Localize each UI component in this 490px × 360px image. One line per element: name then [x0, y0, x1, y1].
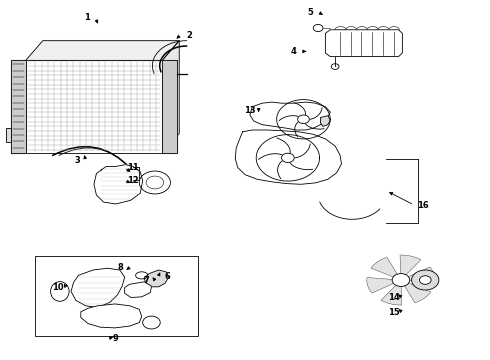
- Text: 8: 8: [118, 263, 123, 272]
- Text: 2: 2: [186, 31, 192, 40]
- Text: 6: 6: [164, 272, 170, 281]
- Polygon shape: [381, 285, 402, 305]
- Text: 1: 1: [84, 13, 90, 22]
- Text: 11: 11: [127, 163, 139, 172]
- Text: 7: 7: [144, 276, 149, 285]
- Polygon shape: [162, 41, 179, 153]
- Circle shape: [419, 276, 431, 284]
- Text: 10: 10: [51, 283, 63, 292]
- Polygon shape: [162, 60, 177, 153]
- Text: 13: 13: [244, 106, 256, 115]
- Circle shape: [412, 270, 439, 290]
- Polygon shape: [26, 60, 162, 153]
- Text: 4: 4: [291, 47, 296, 56]
- Text: 16: 16: [417, 201, 429, 210]
- Polygon shape: [250, 102, 330, 130]
- Text: 3: 3: [74, 156, 80, 165]
- Bar: [34, 256, 198, 336]
- Polygon shape: [371, 257, 397, 277]
- Polygon shape: [405, 283, 431, 303]
- Polygon shape: [94, 165, 143, 204]
- Text: 9: 9: [113, 334, 119, 343]
- Polygon shape: [124, 282, 151, 297]
- Polygon shape: [71, 268, 124, 307]
- Polygon shape: [367, 278, 393, 293]
- Polygon shape: [144, 270, 169, 287]
- Text: 14: 14: [388, 293, 399, 302]
- Text: 15: 15: [388, 308, 399, 317]
- Polygon shape: [408, 267, 435, 283]
- Polygon shape: [11, 60, 26, 153]
- Bar: [6, 128, 11, 143]
- Circle shape: [297, 115, 309, 123]
- Circle shape: [282, 153, 294, 162]
- Polygon shape: [320, 116, 330, 126]
- Polygon shape: [400, 255, 421, 275]
- Circle shape: [392, 274, 410, 287]
- Polygon shape: [81, 304, 142, 328]
- Text: 5: 5: [308, 8, 314, 17]
- Text: 12: 12: [127, 176, 139, 185]
- Polygon shape: [26, 41, 179, 60]
- Polygon shape: [235, 130, 342, 184]
- Polygon shape: [325, 30, 402, 57]
